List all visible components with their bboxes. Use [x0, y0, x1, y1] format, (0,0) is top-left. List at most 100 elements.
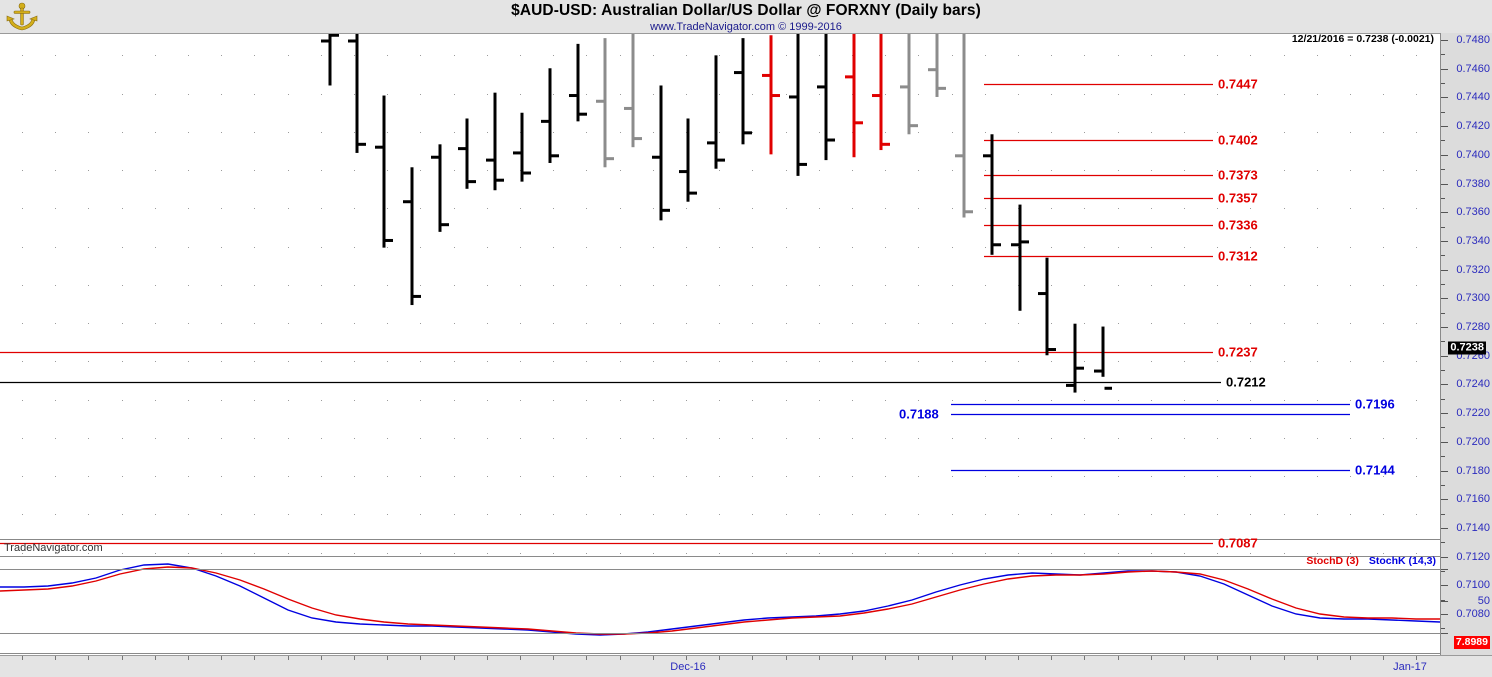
ohlc-bar-range	[852, 34, 856, 158]
ohlc-close-tick	[1076, 366, 1084, 370]
price-axis-minor-tick	[1441, 54, 1445, 56]
level-label: 0.7373	[1218, 167, 1258, 183]
ohlc-open-tick	[900, 85, 908, 89]
price-axis-label: 0.7360	[1456, 206, 1490, 219]
date-axis-tick	[686, 656, 687, 660]
price-axis-minor-tick	[1441, 226, 1445, 228]
price-axis-label: 0.7160	[1456, 493, 1490, 506]
ohlc-close-tick	[689, 191, 697, 195]
ohlc-close-tick	[413, 294, 421, 298]
date-axis-tick	[1084, 656, 1085, 660]
price-axis-minor-tick	[1441, 312, 1445, 314]
stochastic-axis-tick	[1441, 633, 1448, 634]
stochastic-value-tag: 7.8989	[1453, 636, 1490, 649]
date-axis-tick	[1250, 656, 1251, 660]
ohlc-close-tick	[496, 178, 504, 182]
price-axis-tick	[1441, 585, 1448, 587]
price-axis-minor-tick	[1441, 283, 1445, 285]
price-axis-minor-tick	[1441, 111, 1445, 113]
level-label: 0.7196	[1355, 396, 1395, 412]
level-label: 0.7188	[899, 406, 939, 422]
ohlc-close-tick	[882, 142, 890, 146]
ohlc-close-tick	[579, 112, 587, 116]
date-axis-tick	[1151, 656, 1152, 660]
price-axis-tick	[1441, 327, 1448, 328]
price-axis-label: 0.7320	[1456, 263, 1490, 276]
ohlc-close-tick	[855, 121, 863, 125]
level-label: 0.7312	[1218, 248, 1258, 264]
price-axis-label: 0.7080	[1456, 608, 1490, 620]
ohlc-close-tick	[606, 157, 614, 161]
ohlc-close-tick	[468, 180, 476, 184]
ohlc-close-tick	[551, 154, 559, 158]
date-axis-tick	[885, 656, 886, 660]
ohlc-bar-range	[1101, 326, 1105, 377]
date-axis-tick	[55, 656, 56, 660]
ohlc-open-tick	[707, 141, 715, 145]
ohlc-bar-range	[741, 38, 745, 145]
ohlc-open-tick	[734, 71, 742, 75]
price-axis-label: 0.7440	[1456, 91, 1490, 104]
price-axis-minor-tick	[1441, 427, 1445, 429]
ohlc-open-tick	[596, 99, 604, 103]
price-axis-tick	[1441, 527, 1448, 529]
price-axis-minor-tick	[1441, 83, 1445, 85]
price-axis-label: 0.7460	[1456, 62, 1490, 75]
price-chart-pane[interactable]: TradeNavigator.com 0.7447 0.7402 0.7373 0.7…	[0, 33, 1440, 556]
date-axis-tick	[1118, 656, 1119, 660]
price-axis-label: 0.7200	[1456, 435, 1490, 448]
price-axis-minor-tick	[1441, 341, 1445, 343]
date-axis-tick	[1217, 656, 1218, 660]
ohlc-close-tick	[827, 138, 835, 142]
price-axis-label: 0.7280	[1456, 321, 1490, 333]
price-axis-minor-tick	[1441, 398, 1445, 400]
date-axis-tick	[221, 656, 222, 660]
ohlc-close-tick	[938, 86, 946, 90]
ohlc-close-tick	[385, 238, 393, 242]
date-axis-tick	[1350, 656, 1351, 660]
stochastic-line	[0, 563, 1440, 636]
price-axis-label: 0.7380	[1456, 177, 1490, 190]
level-label: 0.7212	[1226, 374, 1266, 390]
ohlc-bar-range	[824, 34, 828, 161]
date-axis-label: Dec-16	[670, 661, 706, 673]
ohlc-open-tick	[513, 151, 521, 155]
date-axis-tick	[1317, 656, 1318, 660]
date-axis-tick	[1051, 656, 1052, 660]
ohlc-bar-range	[355, 34, 359, 153]
date-axis[interactable]: Dec-16 Jan-17	[0, 655, 1492, 677]
stochastic-pane[interactable]: StochD (3) StochK (14,3)	[0, 556, 1440, 655]
ohlc-bar-range	[659, 85, 663, 221]
date-axis-tick	[1184, 656, 1185, 660]
ohlc-open-tick	[928, 68, 936, 72]
date-axis-tick	[420, 656, 421, 660]
ohlc-open-tick	[1038, 292, 1046, 296]
ohlc-close-tick	[358, 142, 366, 146]
ohlc-close-tick	[1021, 240, 1029, 244]
ohlc-open-tick	[845, 75, 853, 79]
ohlc-open-tick	[1094, 369, 1102, 373]
price-axis-tick	[1441, 154, 1448, 156]
ohlc-open-tick	[872, 94, 880, 98]
date-axis-tick	[553, 656, 554, 660]
price-axis-minor-tick	[1441, 140, 1445, 142]
date-axis-tick	[918, 656, 919, 660]
ohlc-bar-range	[520, 112, 524, 182]
date-axis-tick	[387, 656, 388, 660]
ohlc-open-tick	[403, 200, 411, 204]
ohlc-bar-range	[796, 34, 800, 176]
ohlc-bar-range	[1045, 257, 1049, 356]
date-axis-tick	[155, 656, 156, 660]
date-axis-tick	[752, 656, 753, 660]
price-axis-label: 0.7400	[1456, 148, 1490, 161]
ohlc-open-tick	[652, 155, 660, 159]
price-axis-minor-tick	[1441, 628, 1445, 630]
price-grid	[22, 55, 1417, 554]
ohlc-bar-range	[576, 43, 580, 122]
ohlc-bar-range	[631, 34, 635, 148]
date-axis-tick	[852, 656, 853, 660]
price-axis-tick	[1441, 298, 1448, 300]
stoch-bottom-border	[0, 653, 1440, 654]
date-axis-tick	[88, 656, 89, 660]
stochastic-axis-tick	[1441, 569, 1448, 570]
